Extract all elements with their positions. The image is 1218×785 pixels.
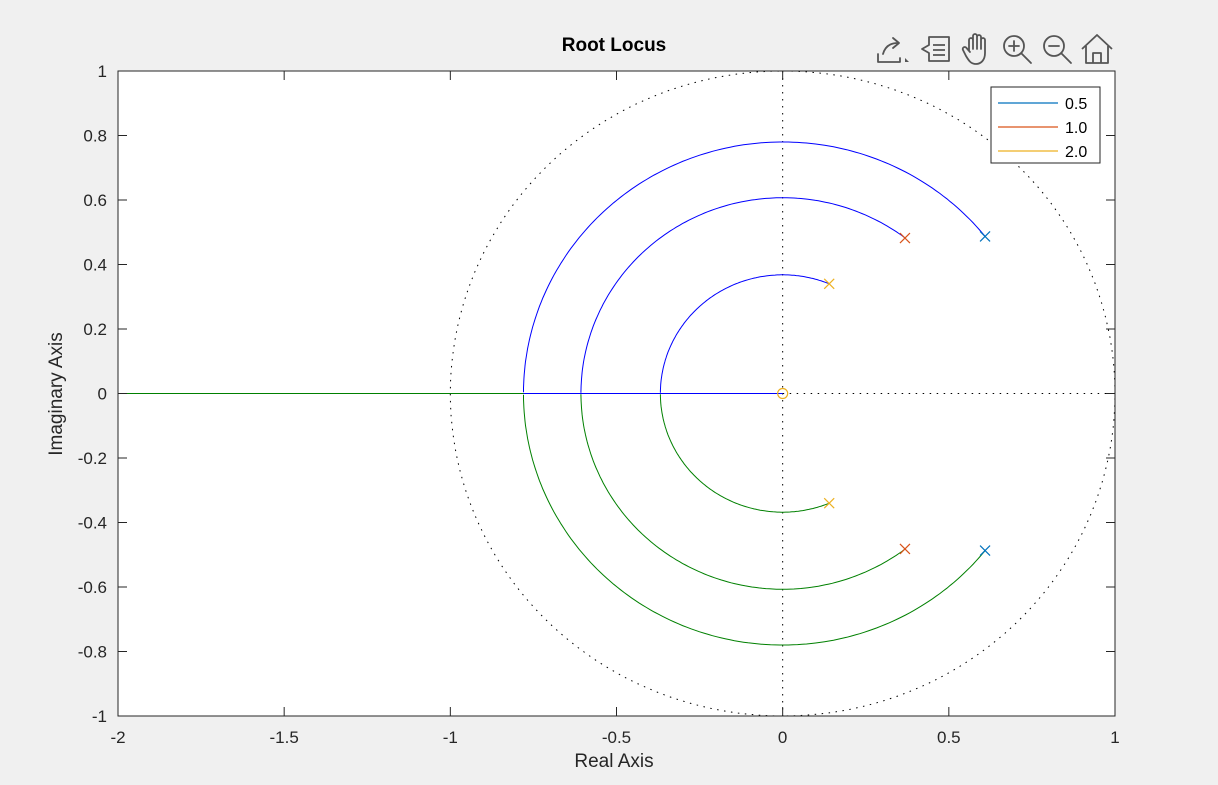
- pole-marker-1.0-lower: [899, 543, 911, 555]
- home-icon[interactable]: [1078, 30, 1116, 68]
- locus-branch-lower-2.0: [659, 394, 830, 513]
- y-tick-label: 0.4: [83, 256, 107, 275]
- x-tick-label: 0: [778, 728, 787, 747]
- x-axis-label: Real Axis: [574, 751, 653, 772]
- y-tick-label: 0.6: [83, 191, 107, 210]
- export-icon[interactable]: [872, 30, 910, 68]
- legend-box: [990, 86, 1101, 164]
- pole-x-stroke: [899, 232, 911, 244]
- y-axis-label: Imaginary Axis: [46, 332, 67, 456]
- unit-circle: [449, 70, 1116, 717]
- x-tick-label: 1: [1110, 728, 1119, 747]
- pole-marker-0.5-lower: [979, 545, 991, 556]
- datatip-icon[interactable]: [916, 30, 954, 68]
- y-tick-label: 0.8: [83, 127, 107, 146]
- x-tick-label: -1: [443, 728, 458, 747]
- x-tick-label: 0.5: [937, 728, 961, 747]
- y-tick-label: 0.2: [83, 320, 107, 339]
- legend-label: 1.0: [1065, 120, 1087, 137]
- y-tick-label: -1: [92, 707, 107, 726]
- pole-x-stroke: [979, 545, 991, 556]
- legend-label: 0.5: [1065, 96, 1087, 113]
- y-tick-label: 1: [98, 62, 107, 81]
- chart-title: Root Locus: [562, 35, 667, 56]
- locus-branch-lower-1.0: [580, 394, 905, 590]
- pole-x-stroke: [823, 278, 835, 290]
- x-tick-label: -1.5: [270, 728, 299, 747]
- x-tick-label: -0.5: [602, 728, 631, 747]
- zero-marker: [777, 387, 789, 400]
- pole-marker-0.5-upper: [979, 231, 991, 242]
- x-tick-label: -2: [110, 728, 125, 747]
- zoom-in-icon[interactable]: [998, 30, 1036, 68]
- pole-x-stroke: [823, 497, 835, 509]
- zoom-out-icon[interactable]: [1038, 30, 1076, 68]
- y-tick-label: -0.2: [78, 449, 107, 468]
- pole-marker-2.0-lower: [823, 497, 835, 509]
- locus-branch-upper-2.0: [659, 274, 830, 393]
- pole-x-stroke: [979, 231, 991, 242]
- pole-marker-1.0-upper: [899, 232, 911, 244]
- pole-marker-2.0-upper: [823, 278, 835, 290]
- y-tick-label: -0.8: [78, 643, 107, 662]
- locus-branch-upper-0.5: [523, 141, 986, 393]
- locus-branch-lower-0.5: [523, 394, 986, 646]
- axes-toolbar: [872, 28, 1118, 70]
- y-tick-label: -0.6: [78, 578, 107, 597]
- locus-branch-upper-1.0: [580, 197, 905, 393]
- y-tick-label: -0.4: [78, 514, 107, 533]
- pole-x-stroke: [899, 543, 911, 555]
- legend: 0.5 1.0 2.0: [990, 86, 1101, 164]
- y-tick-label: 0: [98, 385, 107, 404]
- pan-icon[interactable]: [958, 30, 996, 68]
- legend-label: 2.0: [1065, 144, 1087, 161]
